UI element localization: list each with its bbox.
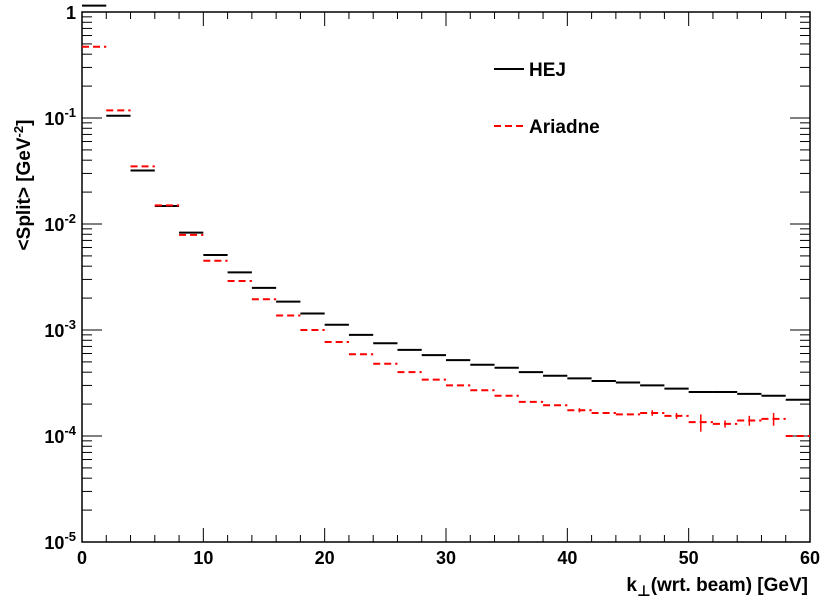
x-tick-label: 0 bbox=[77, 548, 87, 568]
x-axis-label: k⊥(wrt. beam) [GeV] bbox=[626, 575, 808, 599]
series-ariadne bbox=[82, 45, 810, 437]
y-tick-label: 1 bbox=[66, 3, 76, 23]
y-tick-label: 10-4 bbox=[44, 423, 76, 447]
x-tick-label: 50 bbox=[679, 548, 699, 568]
legend: HEJ Ariadne bbox=[494, 60, 600, 138]
series-layer bbox=[82, 4, 810, 437]
plot-frame bbox=[81, 11, 811, 543]
x-tick-label: 30 bbox=[436, 548, 456, 568]
y-tick-label: 10-5 bbox=[44, 529, 76, 553]
y-tick-label: 10-2 bbox=[44, 211, 76, 235]
legend-label-ariadne: Ariadne bbox=[529, 117, 600, 138]
y-tick-label: 10-3 bbox=[44, 317, 76, 341]
y-tick-label: 10-1 bbox=[44, 105, 76, 129]
y-axis-label: <Split> [GeV-2] bbox=[11, 120, 35, 251]
series-hej bbox=[82, 4, 810, 401]
x-tick-label: 40 bbox=[557, 548, 577, 568]
x-tick-label: 10 bbox=[193, 548, 213, 568]
x-axis-ticks: 0 10 20 30 40 50 60 bbox=[77, 12, 820, 568]
legend-label-hej: HEJ bbox=[529, 60, 566, 81]
y-axis-ticks: 1 10-1 10-2 10-3 10-4 10-5 bbox=[44, 3, 810, 553]
x-tick-label: 60 bbox=[800, 548, 820, 568]
x-tick-label: 20 bbox=[315, 548, 335, 568]
